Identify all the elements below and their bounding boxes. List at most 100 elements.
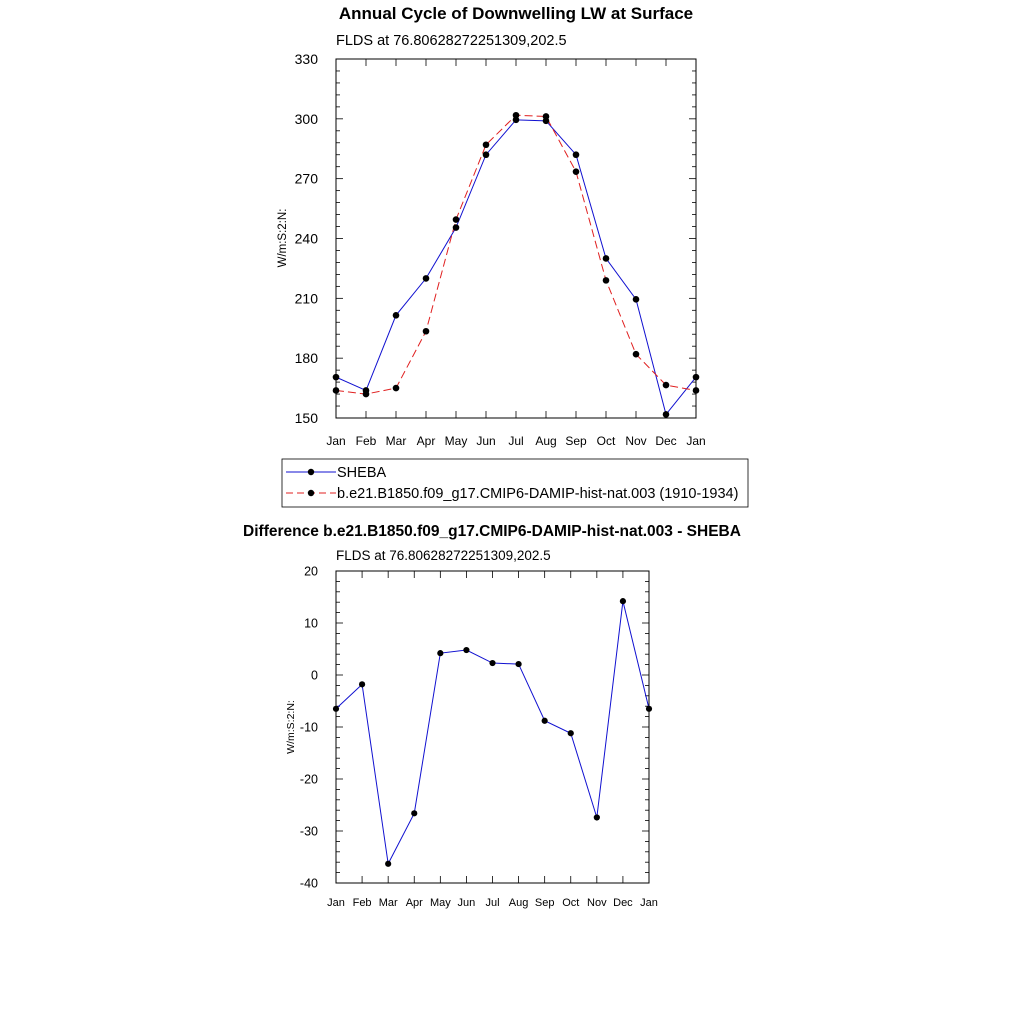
plot-frame bbox=[335, 58, 697, 419]
axis-ticks bbox=[335, 570, 650, 884]
x-tick-label: Jul bbox=[508, 434, 523, 448]
x-tick-label: Sep bbox=[535, 897, 555, 909]
x-tick-label: Apr bbox=[406, 897, 423, 909]
data-point bbox=[541, 717, 548, 724]
data-point bbox=[489, 659, 496, 667]
x-tick-label: Jan bbox=[640, 897, 658, 909]
x-tick-label: Oct bbox=[562, 897, 579, 909]
y-tick-label: 300 bbox=[295, 111, 319, 127]
y-tick-label: -30 bbox=[300, 825, 318, 839]
y-tick-label: 0 bbox=[311, 669, 318, 683]
x-tick-label: Oct bbox=[597, 434, 616, 448]
legend-marker-sheba bbox=[307, 468, 315, 476]
legend-entry-sheba: SHEBA bbox=[286, 465, 386, 481]
chart-subtitle: FLDS at 76.80628272251309,202.5 bbox=[336, 548, 551, 563]
annual-cycle-chart: Annual Cycle of Downwelling LW at Surfac… bbox=[277, 4, 706, 448]
x-tick-label: Feb bbox=[356, 434, 377, 448]
chart-subtitle: FLDS at 76.80628272251309,202.5 bbox=[336, 33, 567, 49]
x-tick-label: Nov bbox=[625, 434, 646, 448]
series-line bbox=[335, 601, 650, 866]
x-tick-label: Mar bbox=[379, 897, 398, 909]
data-point bbox=[602, 277, 610, 284]
data-point bbox=[593, 814, 600, 821]
y-tick-label: -10 bbox=[300, 721, 318, 735]
legend-label-model: b.e21.B1850.f09_g17.CMIP6-DAMIP-hist-nat… bbox=[337, 486, 738, 502]
y-tick-label: 270 bbox=[295, 171, 319, 187]
series-lines bbox=[335, 114, 697, 416]
data-point bbox=[512, 111, 520, 119]
series-lines bbox=[335, 601, 650, 866]
y-tick-label: -40 bbox=[300, 877, 318, 891]
x-tick-label: May bbox=[430, 897, 451, 909]
data-point bbox=[632, 350, 640, 358]
legend-label-sheba: SHEBA bbox=[337, 465, 386, 481]
data-point bbox=[358, 681, 366, 688]
tick-labels: -40 -30 -20 -10 0 10 20 Jan Feb Mar Apr May Jun Jul Au… bbox=[300, 565, 658, 910]
y-tick-label: 210 bbox=[295, 290, 319, 306]
x-tick-label: Aug bbox=[509, 897, 529, 909]
data-point bbox=[392, 311, 400, 319]
x-tick-label: Jun bbox=[476, 434, 495, 448]
y-tick-label: 330 bbox=[295, 51, 319, 67]
x-tick-label: Aug bbox=[535, 434, 556, 448]
data-point bbox=[422, 327, 430, 335]
data-point bbox=[602, 255, 610, 262]
difference-chart: Difference b.e21.B1850.f09_g17.CMIP6-DAM… bbox=[243, 523, 741, 909]
x-tick-label: Apr bbox=[417, 434, 436, 448]
legend: SHEBA b.e21.B1850.f09_g17.CMIP6-DAMIP-hi… bbox=[281, 458, 749, 508]
y-tick-label: 180 bbox=[295, 350, 319, 366]
x-tick-label: Jun bbox=[458, 897, 476, 909]
x-tick-label: Nov bbox=[587, 897, 607, 909]
data-point bbox=[385, 860, 392, 867]
data-point bbox=[482, 151, 490, 159]
data-point bbox=[619, 598, 627, 605]
data-point bbox=[452, 216, 460, 223]
x-tick-label: Mar bbox=[386, 434, 407, 448]
chart-title: Annual Cycle of Downwelling LW at Surfac… bbox=[339, 4, 693, 23]
data-point bbox=[572, 151, 580, 159]
data-point bbox=[482, 141, 490, 149]
y-tick-label: 150 bbox=[295, 410, 319, 426]
legend-entry-model: b.e21.B1850.f09_g17.CMIP6-DAMIP-hist-nat… bbox=[286, 486, 738, 502]
data-point bbox=[662, 381, 670, 389]
y-axis-label: W/m:S:2:N: bbox=[277, 209, 289, 268]
data-point bbox=[452, 224, 460, 231]
chart-title: Difference b.e21.B1850.f09_g17.CMIP6-DAM… bbox=[243, 523, 741, 540]
x-tick-label: Jan bbox=[327, 897, 345, 909]
y-tick-label: 20 bbox=[304, 565, 318, 579]
data-point bbox=[542, 113, 550, 120]
data-point bbox=[362, 390, 370, 398]
series-line bbox=[335, 119, 697, 416]
data-point bbox=[572, 168, 580, 175]
series-markers bbox=[332, 111, 700, 418]
data-point bbox=[515, 660, 522, 668]
data-point bbox=[437, 650, 444, 657]
series-markers bbox=[332, 598, 653, 867]
series-line bbox=[335, 114, 697, 395]
y-tick-label: -20 bbox=[300, 773, 318, 787]
y-axis-label: W/m:S:2:N: bbox=[285, 700, 297, 754]
data-point bbox=[463, 646, 470, 654]
x-tick-label: Feb bbox=[353, 897, 372, 909]
data-point bbox=[512, 116, 520, 124]
tick-labels: 150 180 210 240 270 300 330 Jan Feb Mar Apr May Jun J… bbox=[295, 51, 706, 448]
x-tick-label: Jan bbox=[686, 434, 705, 448]
x-tick-label: Sep bbox=[565, 434, 587, 448]
x-tick-label: May bbox=[445, 434, 468, 448]
x-tick-label: Jan bbox=[326, 434, 345, 448]
x-tick-label: Dec bbox=[655, 434, 676, 448]
legend-box bbox=[281, 458, 749, 508]
data-point bbox=[422, 275, 430, 282]
data-point bbox=[392, 384, 400, 392]
y-tick-label: 240 bbox=[295, 231, 319, 247]
plot-frame bbox=[335, 570, 650, 884]
data-point bbox=[567, 730, 574, 737]
data-point bbox=[632, 296, 640, 303]
data-point bbox=[411, 810, 418, 817]
y-tick-label: 10 bbox=[304, 617, 318, 631]
data-point bbox=[662, 411, 670, 418]
x-tick-label: Dec bbox=[613, 897, 633, 909]
x-tick-label: Jul bbox=[485, 897, 499, 909]
legend-marker-model bbox=[307, 489, 315, 497]
